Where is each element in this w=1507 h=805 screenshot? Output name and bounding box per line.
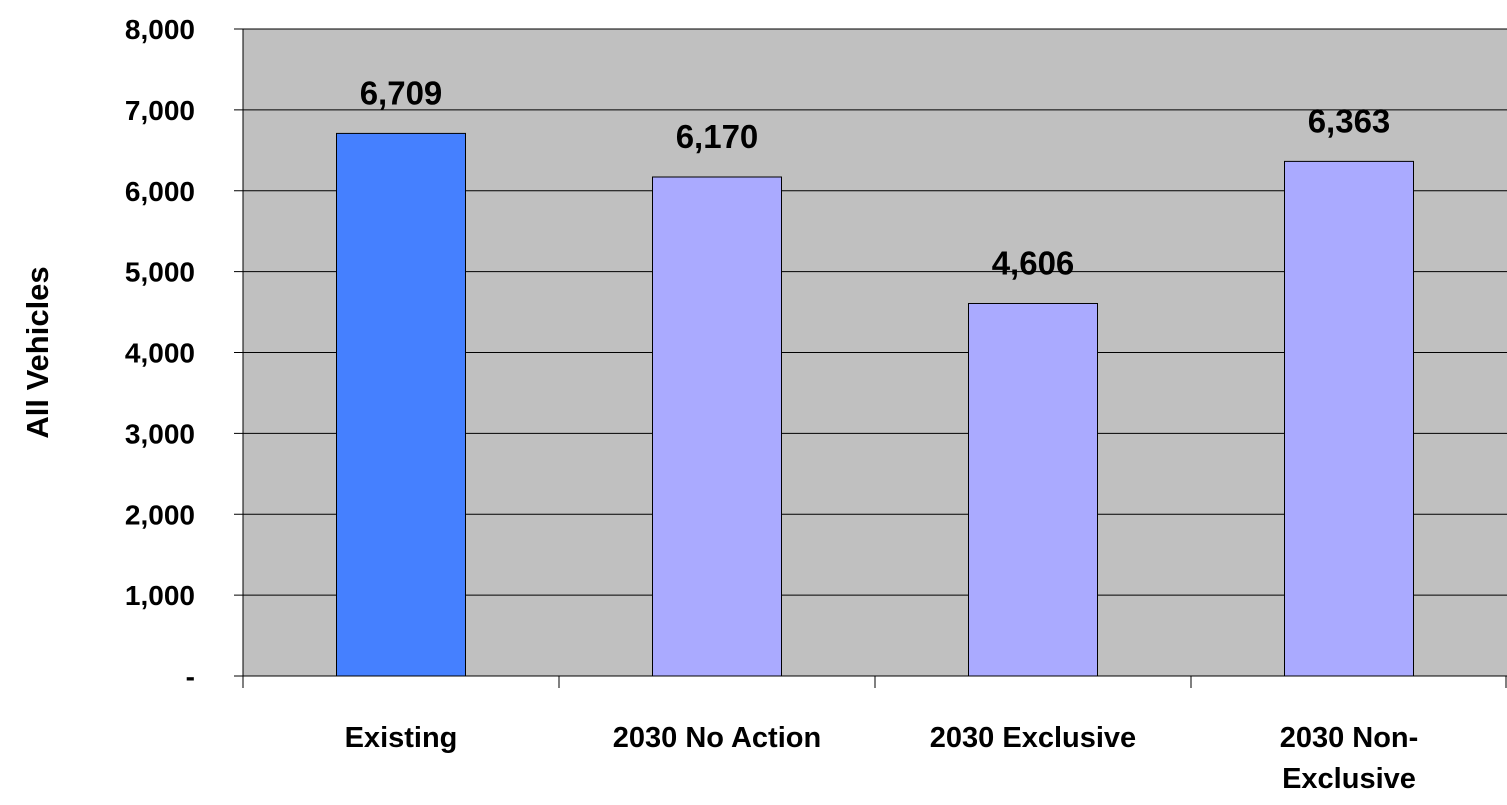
x-tick-label: 2030 Non-Exclusive (1280, 722, 1419, 795)
data-label: 6,170 (676, 118, 759, 155)
data-label: 6,363 (1308, 102, 1391, 139)
x-tick-label: 2030 No Action (613, 722, 821, 754)
y-tick-label: - (186, 661, 195, 692)
bar (336, 132, 466, 677)
y-tick-label: 7,000 (125, 95, 195, 126)
bars (336, 132, 1414, 677)
y-tick-label: 4,000 (125, 338, 195, 369)
y-tick-label: 8,000 (125, 14, 195, 45)
axes (234, 28, 1507, 688)
data-label: 4,606 (992, 244, 1075, 281)
y-tick-label: 3,000 (125, 418, 195, 449)
bar (652, 176, 782, 677)
labels: - 1,000 2,000 3,000 4,000 5,000 6,000 7,000 8,00… (125, 14, 1418, 795)
y-tick-label: 6,000 (125, 176, 195, 207)
bar (968, 302, 1098, 677)
x-tick-label: 2030 Exclusive (930, 722, 1136, 754)
data-label: 6,709 (360, 74, 443, 111)
y-axis-label: All Vehicles (20, 266, 55, 438)
x-tick-label: Existing (345, 722, 458, 754)
y-tick-label: 2,000 (125, 499, 195, 530)
y-tick-label: 5,000 (125, 257, 195, 288)
y-tick-label: 1,000 (125, 580, 195, 611)
bar (1284, 160, 1414, 677)
